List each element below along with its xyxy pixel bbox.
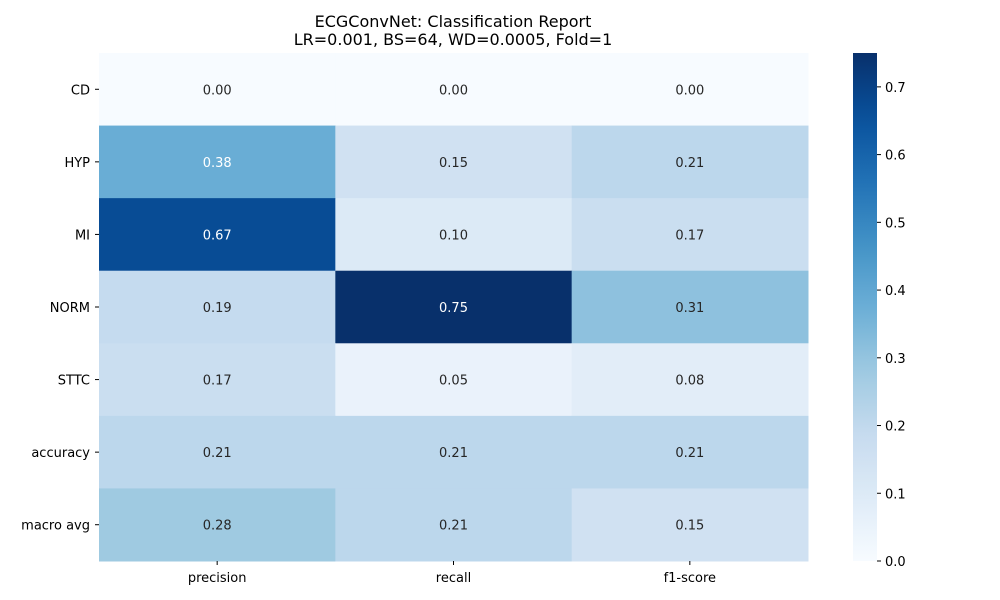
cell-value-label: 0.19 bbox=[203, 301, 232, 316]
heatmap-cell bbox=[99, 270, 336, 344]
chart-title-line-1: ECGConvNet: Classification Report bbox=[315, 12, 592, 31]
cell-value-label: 0.15 bbox=[439, 156, 468, 171]
y-tick-label: macro avg bbox=[21, 519, 90, 534]
y-tick-label: HYP bbox=[64, 156, 90, 171]
colorbar-tick-label: 0.0 bbox=[885, 555, 906, 570]
colorbar-tick-label: 0.1 bbox=[885, 487, 906, 502]
heatmap-cell bbox=[335, 270, 573, 344]
cell-value-label: 0.00 bbox=[203, 83, 232, 98]
heatmap-cell bbox=[571, 198, 809, 272]
heatmap-cell bbox=[571, 53, 809, 127]
heatmap-cell bbox=[571, 488, 809, 562]
heatmap-cell bbox=[571, 343, 809, 417]
y-tick-label: STTC bbox=[58, 374, 90, 389]
colorbar-tick-label: 0.6 bbox=[885, 149, 906, 164]
heatmap-cell bbox=[335, 125, 573, 199]
cell-value-label: 0.05 bbox=[439, 374, 468, 389]
cell-value-label: 0.21 bbox=[439, 446, 468, 461]
cell-value-label: 0.21 bbox=[203, 446, 232, 461]
cell-value-label: 0.38 bbox=[203, 156, 232, 171]
heatmap-cell bbox=[99, 53, 336, 127]
cell-value-label: 0.17 bbox=[675, 228, 704, 243]
cell-value-label: 0.00 bbox=[439, 83, 468, 98]
heatmap-cell bbox=[335, 53, 573, 127]
x-tick-label: recall bbox=[436, 571, 471, 586]
cell-value-label: 0.00 bbox=[675, 83, 704, 98]
colorbar-tick-label: 0.3 bbox=[885, 352, 906, 367]
cell-value-label: 0.10 bbox=[439, 228, 468, 243]
y-tick-label: accuracy bbox=[31, 446, 90, 461]
cell-value-label: 0.28 bbox=[203, 519, 232, 534]
colorbar-tick-label: 0.2 bbox=[885, 420, 906, 435]
heatmap-cell bbox=[99, 415, 336, 489]
heatmap-cell bbox=[335, 198, 573, 272]
cell-value-label: 0.21 bbox=[675, 156, 704, 171]
cell-value-label: 0.75 bbox=[439, 301, 468, 316]
cell-value-label: 0.31 bbox=[675, 301, 704, 316]
heatmap-cell bbox=[99, 125, 336, 199]
heatmap-cell-labels: 0.00 0.00 0.00 0.38 0.15 0.21 0.67 0.10 0.17 0.19… bbox=[203, 83, 705, 533]
heatmap-cell bbox=[99, 488, 336, 562]
chart-title-line-2: LR=0.001, BS=64, WD=0.0005, Fold=1 bbox=[294, 30, 613, 49]
heatmap-cell bbox=[571, 270, 809, 344]
heatmap-cell bbox=[571, 125, 809, 199]
heatmap-cell bbox=[99, 343, 336, 417]
colorbar-tick-label: 0.7 bbox=[885, 81, 906, 96]
heatmap-cell bbox=[99, 198, 336, 272]
colorbar-tick-label: 0.5 bbox=[885, 216, 906, 231]
cell-value-label: 0.21 bbox=[675, 446, 704, 461]
cell-value-label: 0.17 bbox=[203, 374, 232, 389]
x-tick-label: precision bbox=[188, 571, 247, 586]
x-axis: precision recall f1-score bbox=[188, 561, 716, 586]
heatmap-cell bbox=[335, 415, 573, 489]
y-tick-label: CD bbox=[71, 83, 90, 98]
cell-value-label: 0.08 bbox=[675, 374, 704, 389]
heatmap-cell bbox=[571, 415, 809, 489]
heatmap-cells bbox=[99, 53, 809, 562]
colorbar: 0.0 0.1 0.2 0.3 0.4 0.5 0.6 0.7 bbox=[853, 53, 906, 570]
y-tick-label: NORM bbox=[50, 301, 90, 316]
colorbar-tick-label: 0.4 bbox=[885, 284, 906, 299]
x-tick-label: f1-score bbox=[664, 571, 716, 586]
heatmap-cell bbox=[335, 488, 573, 562]
y-axis: CD HYP MI NORM STTC accuracy macro avg bbox=[21, 83, 99, 534]
cell-value-label: 0.15 bbox=[675, 519, 704, 534]
cell-value-label: 0.21 bbox=[439, 519, 468, 534]
cell-value-label: 0.67 bbox=[203, 228, 232, 243]
y-tick-label: MI bbox=[75, 228, 90, 243]
colorbar-gradient bbox=[853, 53, 877, 561]
heatmap-cell bbox=[335, 343, 573, 417]
